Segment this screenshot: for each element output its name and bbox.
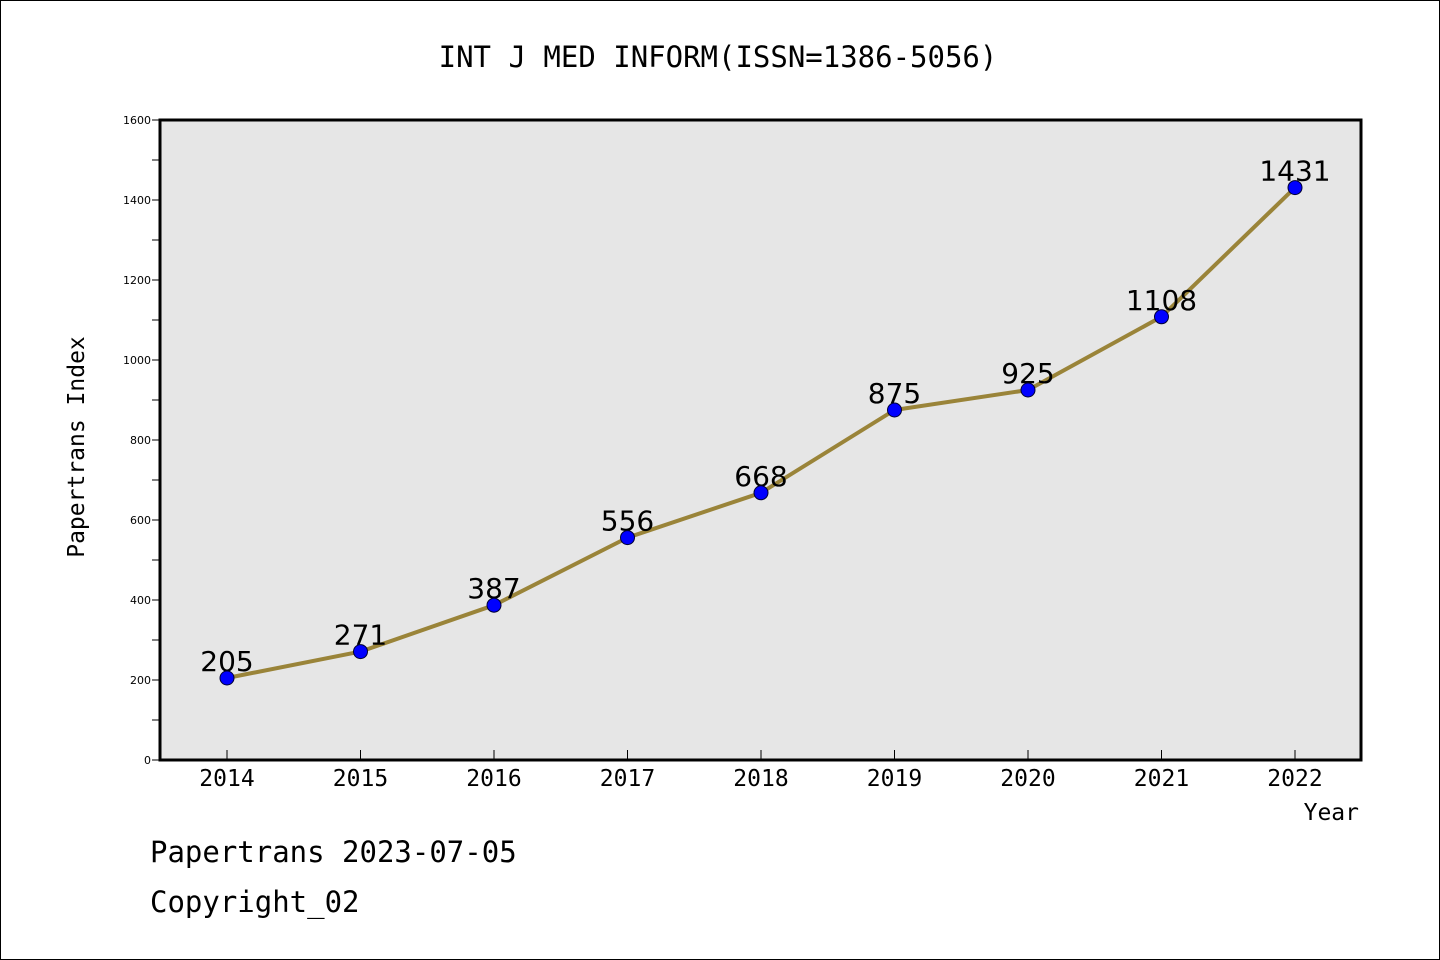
y-tick-label: 200 — [130, 674, 151, 687]
data-point — [353, 644, 368, 660]
y-axis-label: Papertrans Index — [64, 336, 90, 558]
x-tick-label: 2019 — [867, 766, 922, 792]
x-tick-label: 2017 — [600, 766, 655, 792]
data-point — [486, 597, 502, 613]
x-tick-label: 2016 — [466, 766, 521, 792]
chart-title: INT J MED INFORM(ISSN=1386-5056) — [439, 40, 998, 74]
data-point — [620, 530, 635, 546]
x-axis: 2014 2015 2016 2017 2018 2019 2020 2021 2022 — [199, 750, 1323, 792]
data-point — [1287, 180, 1303, 196]
data-point — [1020, 382, 1036, 398]
x-tick-label: 2022 — [1267, 766, 1322, 792]
y-tick-label: 1400 — [123, 194, 151, 207]
x-tick-label: 2015 — [333, 766, 388, 792]
y-tick-label: 1200 — [123, 274, 151, 287]
y-tick-label: 400 — [130, 594, 151, 607]
plot-area — [158, 118, 1363, 762]
footer-copyright: Copyright_02 — [150, 885, 360, 919]
y-tick-label: 800 — [130, 434, 151, 447]
y-tick-label: 0 — [144, 754, 151, 767]
data-point — [219, 670, 235, 686]
x-axis-label: Year — [1304, 800, 1359, 826]
footer-date: Papertrans 2023-07-05 — [150, 835, 517, 869]
data-point — [887, 402, 902, 418]
data-point — [1154, 309, 1169, 325]
y-tick-label: 1000 — [123, 354, 151, 367]
y-tick-label: 600 — [130, 514, 151, 527]
y-tick-label: 1600 — [123, 114, 151, 127]
x-tick-label: 2014 — [199, 766, 254, 792]
data-point — [753, 485, 769, 501]
x-tick-label: 2021 — [1134, 766, 1189, 792]
y-axis: 0 200 400 600 800 1000 1200 1400 1600 — [123, 114, 160, 767]
x-tick-label: 2020 — [1000, 766, 1055, 792]
x-tick-label: 2018 — [733, 766, 788, 792]
